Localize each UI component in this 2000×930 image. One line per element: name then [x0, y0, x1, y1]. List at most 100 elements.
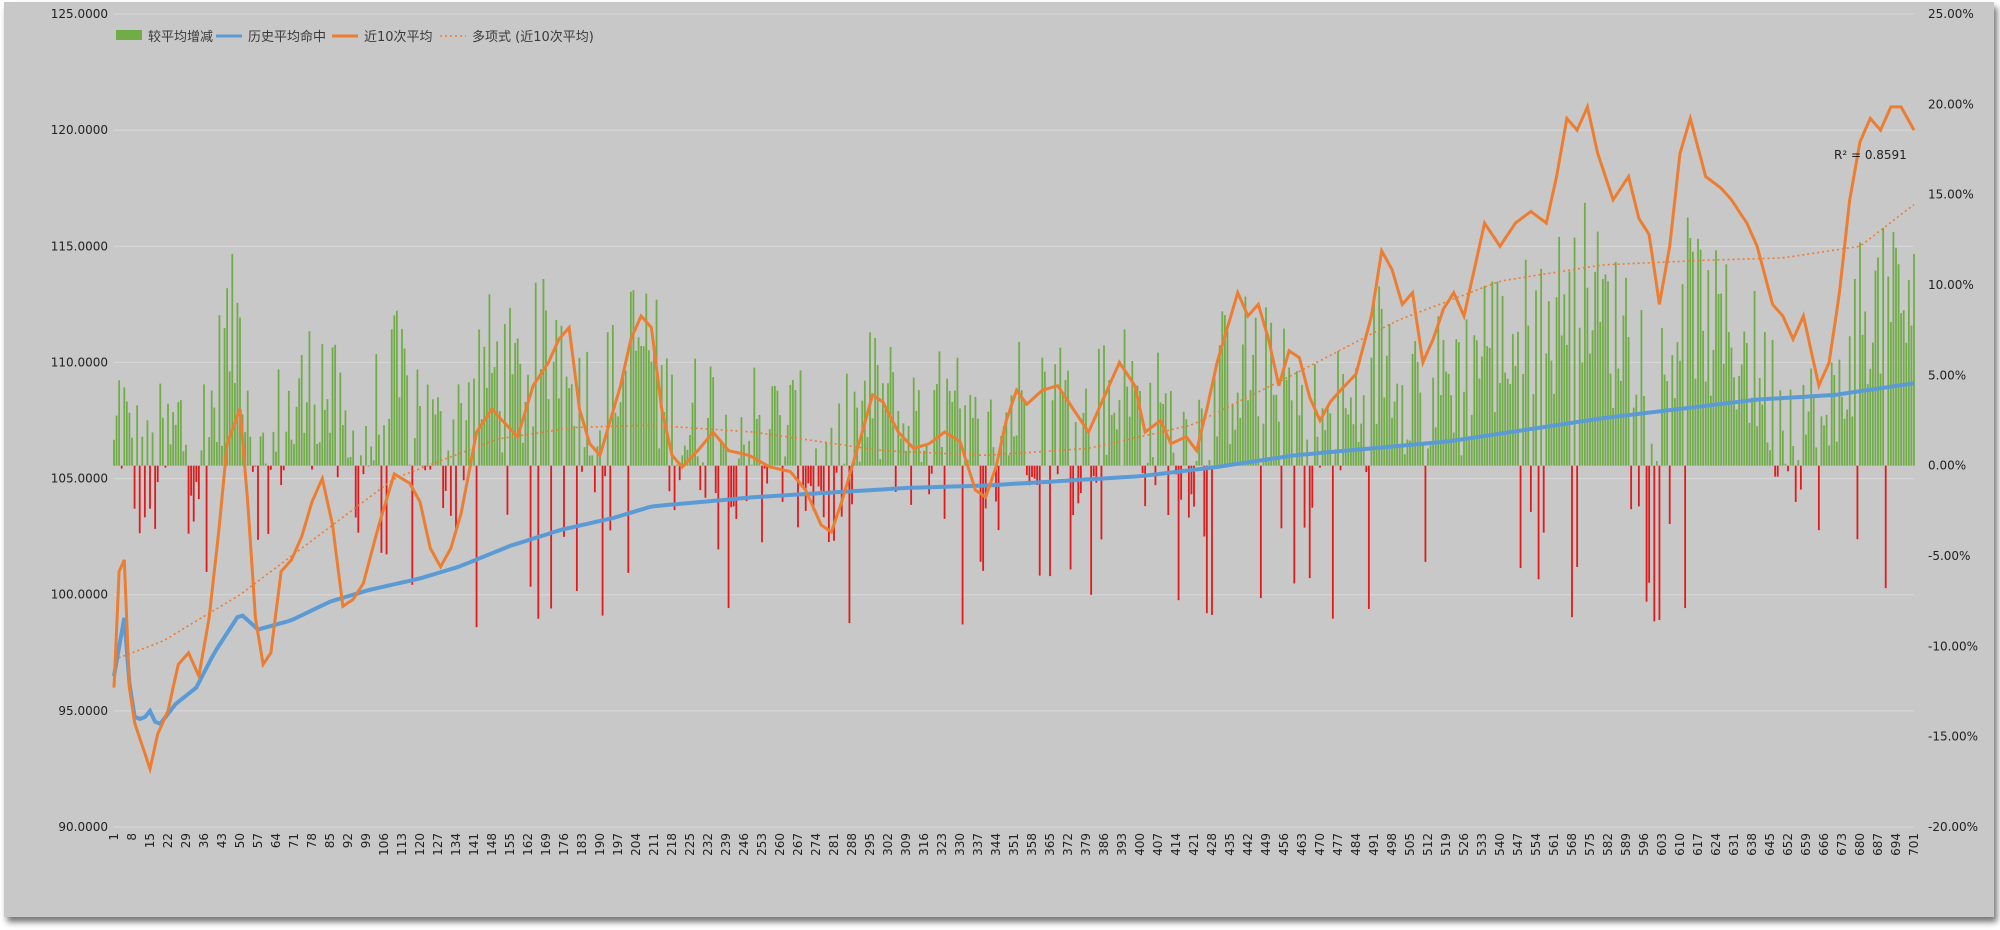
bar [1223, 315, 1226, 466]
bar [1254, 317, 1257, 466]
bar [275, 451, 277, 466]
bar [1074, 422, 1077, 466]
bar [593, 465, 596, 493]
bar [1100, 465, 1103, 540]
x-axis-tick: 575 [1583, 833, 1597, 856]
bar [1344, 407, 1347, 466]
bar [681, 455, 684, 466]
bar [1825, 414, 1828, 466]
bar [655, 299, 658, 466]
bar [532, 426, 535, 466]
bar [395, 310, 398, 466]
bar [1406, 439, 1409, 466]
bar [560, 325, 563, 466]
x-axis-tick: 547 [1511, 833, 1525, 856]
bar [907, 425, 910, 466]
bar [1362, 395, 1365, 466]
bar [447, 450, 450, 466]
bar [367, 465, 370, 467]
bar [629, 291, 632, 466]
bar [1141, 465, 1144, 474]
bar [933, 390, 936, 466]
bar [575, 465, 578, 591]
bar [1020, 390, 1023, 466]
bar [303, 432, 306, 466]
bar [1571, 465, 1573, 618]
bar [1139, 390, 1141, 466]
bar [1468, 440, 1471, 466]
bar [1331, 465, 1334, 619]
bar [1090, 465, 1093, 595]
bar [1769, 450, 1771, 466]
bar [449, 465, 452, 516]
bar [1679, 360, 1681, 466]
bar [1213, 378, 1216, 466]
legend-swatch-bar [116, 30, 142, 40]
bar [192, 465, 195, 522]
bar [1691, 251, 1694, 466]
x-axis-tick-labels: 1 8 15 22 29 36 43 50 57 64 71 78 85 92 99 106 113 120 127… [107, 833, 1921, 856]
bar [917, 390, 920, 466]
bar [1627, 337, 1630, 466]
x-axis-tick: 92 [341, 833, 355, 848]
x-axis-tick: 365 [1043, 833, 1057, 856]
bar [1684, 465, 1687, 609]
bar [1895, 247, 1897, 466]
x-axis-tick: 176 [557, 833, 571, 856]
bar [1321, 408, 1324, 466]
bar [1298, 415, 1301, 466]
bar [120, 465, 123, 469]
bar [1666, 381, 1669, 466]
x-axis-tick: 99 [359, 833, 373, 848]
bar [694, 358, 697, 466]
bar [393, 315, 396, 466]
bar [835, 465, 838, 473]
bar [524, 402, 527, 466]
bar [671, 374, 673, 466]
bar [959, 408, 961, 466]
bar [1604, 274, 1607, 466]
x-axis-tick: 533 [1475, 833, 1489, 856]
bar [611, 325, 614, 466]
bar [1126, 386, 1129, 466]
bar [467, 382, 470, 466]
bar [1442, 340, 1445, 466]
bar [902, 423, 905, 466]
bar [1794, 465, 1797, 502]
bar [1591, 330, 1594, 466]
bar [1149, 382, 1152, 466]
bar [727, 465, 730, 609]
bar [1637, 465, 1640, 507]
bar [437, 397, 439, 466]
bar [730, 465, 733, 508]
bar [1113, 412, 1116, 466]
bar [421, 465, 424, 467]
bar [624, 370, 627, 466]
bar [1447, 373, 1450, 466]
bar [1897, 264, 1900, 466]
bar [287, 390, 290, 466]
right-axis-tick: 25.00% [1928, 7, 1974, 21]
bar [640, 346, 643, 466]
bar [1401, 385, 1404, 466]
bar [1558, 236, 1561, 466]
bar [1226, 330, 1229, 466]
bar [1465, 319, 1468, 466]
x-axis-tick: 302 [881, 833, 895, 856]
right-axis-tick: -15.00% [1928, 730, 1978, 744]
bar [627, 465, 630, 573]
bar [1275, 394, 1278, 466]
bar [1355, 368, 1357, 466]
bar [529, 465, 532, 587]
bar [1144, 465, 1147, 507]
bar [372, 460, 375, 466]
bar [1414, 341, 1417, 466]
bar [1853, 278, 1856, 466]
bar [365, 426, 367, 466]
bar [779, 415, 781, 466]
legend-label: 多项式 (近10次平均) [472, 29, 594, 45]
bar [316, 443, 319, 466]
bar [514, 342, 517, 466]
bar [1640, 309, 1643, 466]
x-axis-tick: 449 [1259, 833, 1273, 856]
